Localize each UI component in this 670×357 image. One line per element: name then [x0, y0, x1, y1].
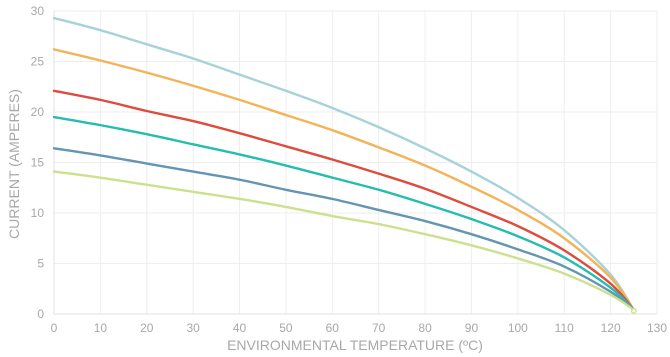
x-tick-label: 100: [508, 321, 528, 335]
x-tick-label: 0: [51, 321, 58, 335]
x-tick-label: 90: [465, 321, 479, 335]
x-tick-label: 70: [372, 321, 386, 335]
x-tick-label: 10: [94, 321, 108, 335]
x-tick-label: 60: [326, 321, 340, 335]
x-tick-label: 30: [186, 321, 200, 335]
series-line-6: [52, 170, 636, 312]
x-tick-label: 50: [279, 321, 293, 335]
x-tick-label: 130: [647, 321, 667, 335]
series-line-1: [52, 16, 636, 312]
y-tick-label: 20: [31, 105, 45, 119]
x-tick-label: 110: [555, 321, 574, 335]
tick-labels: 0 10 20 30 40 50 60 70 80 90 100 110 120 130 0 5 10 15 20 2…: [31, 4, 668, 335]
y-tick-label: 10: [31, 206, 45, 220]
y-tick-label: 15: [31, 156, 45, 170]
series-line-2: [52, 48, 636, 312]
x-tick-label: 80: [418, 321, 432, 335]
x-axis-title: ENVIRONMENTAL TEMPERATURE (ºC): [227, 337, 483, 353]
series-line-4: [52, 115, 636, 312]
y-tick-label: 30: [31, 4, 45, 18]
x-tick-label: 20: [140, 321, 154, 335]
series-lines: [52, 16, 637, 314]
y-tick-label: 0: [37, 307, 44, 321]
series-line-3: [52, 89, 636, 312]
y-tick-label: 25: [31, 55, 45, 69]
series-end-marker: [630, 308, 637, 314]
x-tick-label: 40: [233, 321, 247, 335]
y-tick-label: 5: [37, 257, 44, 271]
x-tick-label: 120: [601, 321, 621, 335]
series-line-5: [52, 147, 636, 312]
y-axis-title: CURRENT (AMPERES): [6, 89, 22, 239]
axes: [53, 11, 657, 315]
